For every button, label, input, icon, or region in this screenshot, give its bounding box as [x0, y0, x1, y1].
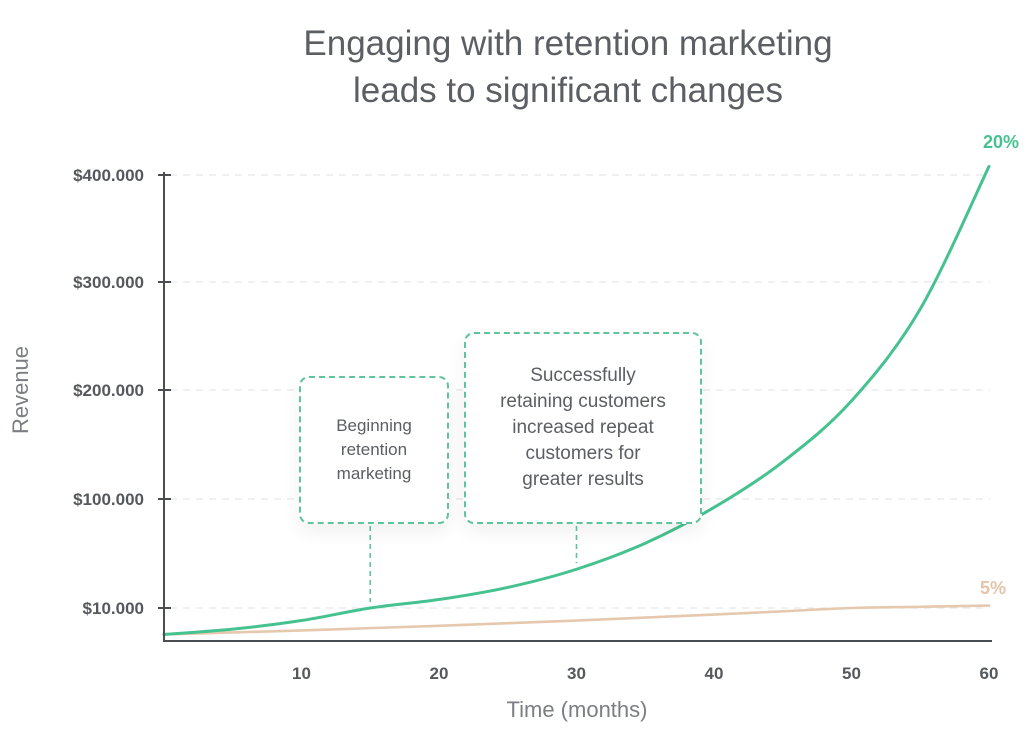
- y-tick-labels: $10.000 $100.000 $200.000 $300.000 $400.000: [73, 166, 171, 618]
- series-end-label: 20%: [983, 132, 1019, 152]
- chart-title-line: Engaging with retention marketing: [303, 24, 833, 63]
- series-end-label: 5%: [980, 578, 1006, 598]
- y-tick-label: $300.000: [73, 273, 144, 292]
- series-lines: [162, 164, 991, 636]
- chart-title: Engaging with retention marketing leads …: [0, 20, 1032, 114]
- annotation-line: Beginning: [336, 416, 412, 435]
- y-tick-label: $100.000: [73, 490, 144, 509]
- annotation-line: greater results: [522, 469, 644, 490]
- annotation-line: retention: [340, 440, 408, 459]
- x-axis-title: Time (months): [507, 697, 648, 722]
- annotation-line: increased repeat: [512, 417, 654, 438]
- x-tick-label: 30: [567, 664, 586, 683]
- y-axis-title: Revenue: [8, 346, 33, 434]
- chart-title-line: leads to significant changes: [353, 71, 783, 110]
- annotation-beginning-retention: Beginning retention marketing: [299, 376, 449, 524]
- y-tick-label: $400.000: [73, 166, 144, 185]
- x-tick-label: 50: [842, 664, 861, 683]
- series-line: [162, 604, 991, 636]
- annotation-line: retaining customers: [500, 391, 666, 412]
- annotation-line: marketing: [336, 464, 412, 483]
- y-tick-label: $10.000: [83, 599, 144, 618]
- x-tick-labels: 10 20 30 40 50 60: [292, 664, 998, 683]
- y-tick-label: $200.000: [73, 381, 144, 400]
- x-tick-label: 60: [980, 664, 999, 683]
- x-tick-label: 40: [705, 664, 724, 683]
- x-tick-label: 20: [430, 664, 449, 683]
- annotation-connectors: [369, 526, 578, 602]
- series-line: [162, 164, 991, 636]
- annotation-successful-retention: Successfully retaining customers increas…: [464, 332, 702, 524]
- x-tick-label: 10: [292, 664, 311, 683]
- annotation-line: Successfully: [530, 365, 636, 386]
- annotation-line: customers for: [525, 443, 641, 464]
